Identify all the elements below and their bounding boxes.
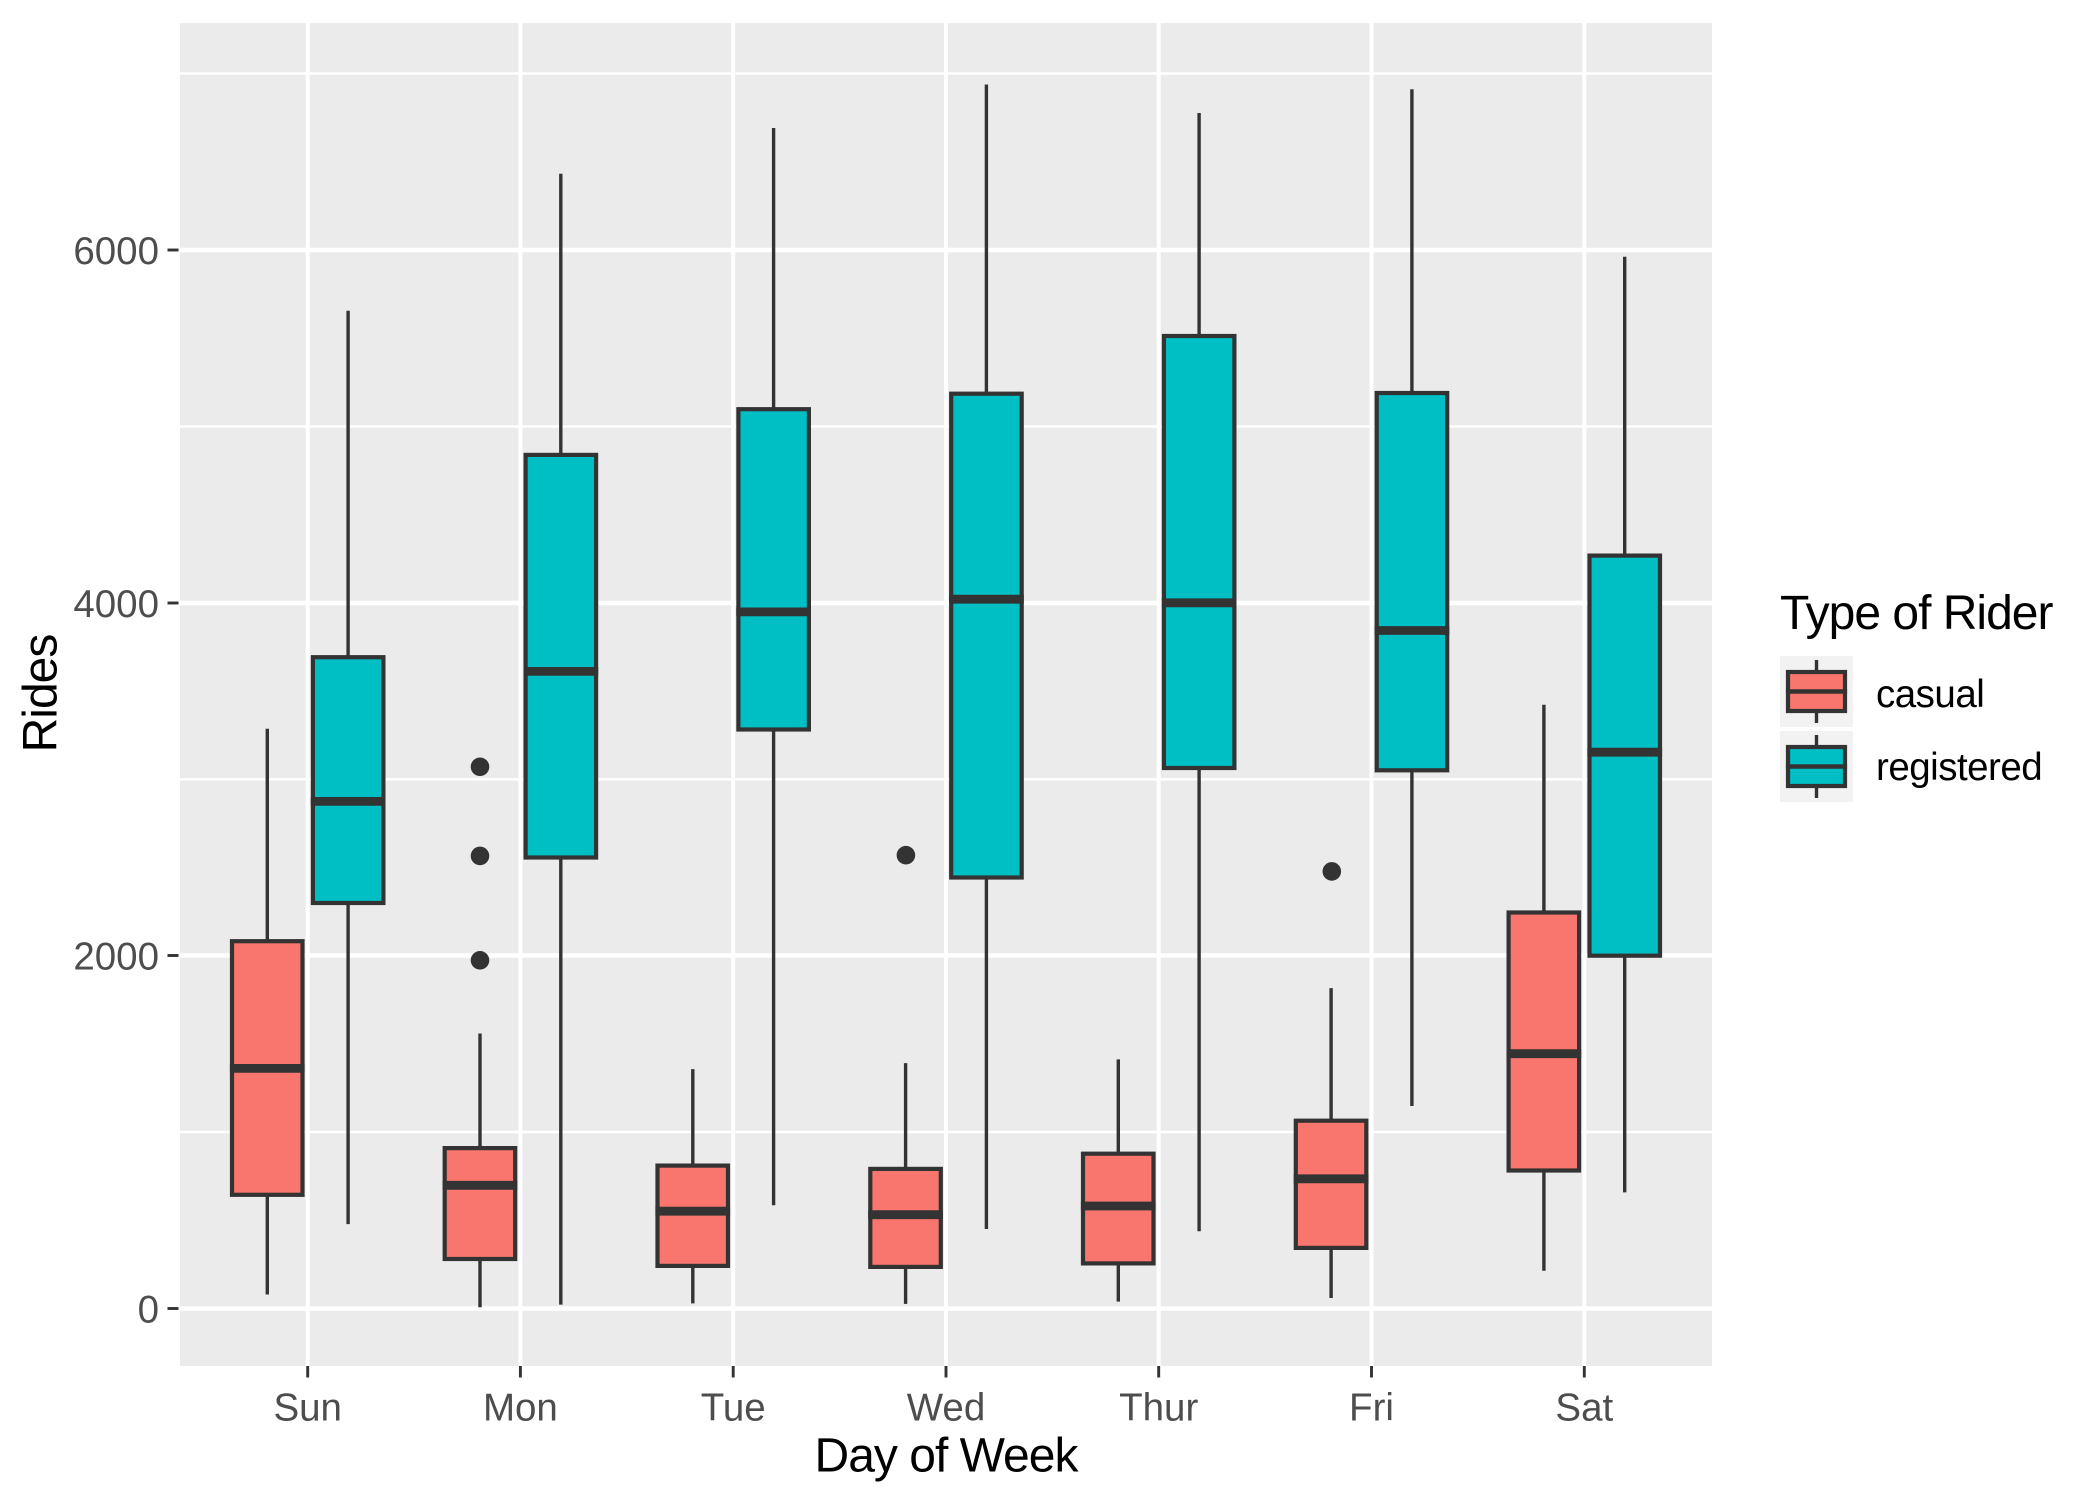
- svg-text:Mon: Mon: [483, 1387, 558, 1430]
- svg-text:Wed: Wed: [907, 1387, 985, 1430]
- svg-text:Day of Week: Day of Week: [815, 1429, 1080, 1482]
- svg-text:Rides: Rides: [15, 635, 68, 753]
- svg-text:Tue: Tue: [701, 1387, 766, 1430]
- svg-text:Sat: Sat: [1555, 1387, 1613, 1430]
- svg-text:Type of Rider: Type of Rider: [1780, 587, 2053, 640]
- svg-text:Fri: Fri: [1349, 1387, 1394, 1430]
- svg-text:4000: 4000: [73, 583, 159, 626]
- svg-text:Sun: Sun: [273, 1387, 342, 1430]
- svg-text:casual: casual: [1876, 673, 1984, 716]
- svg-text:2000: 2000: [73, 936, 159, 979]
- svg-text:Thur: Thur: [1119, 1387, 1198, 1430]
- svg-text:registered: registered: [1876, 746, 2042, 789]
- svg-text:6000: 6000: [73, 230, 159, 273]
- svg-text:0: 0: [138, 1289, 159, 1332]
